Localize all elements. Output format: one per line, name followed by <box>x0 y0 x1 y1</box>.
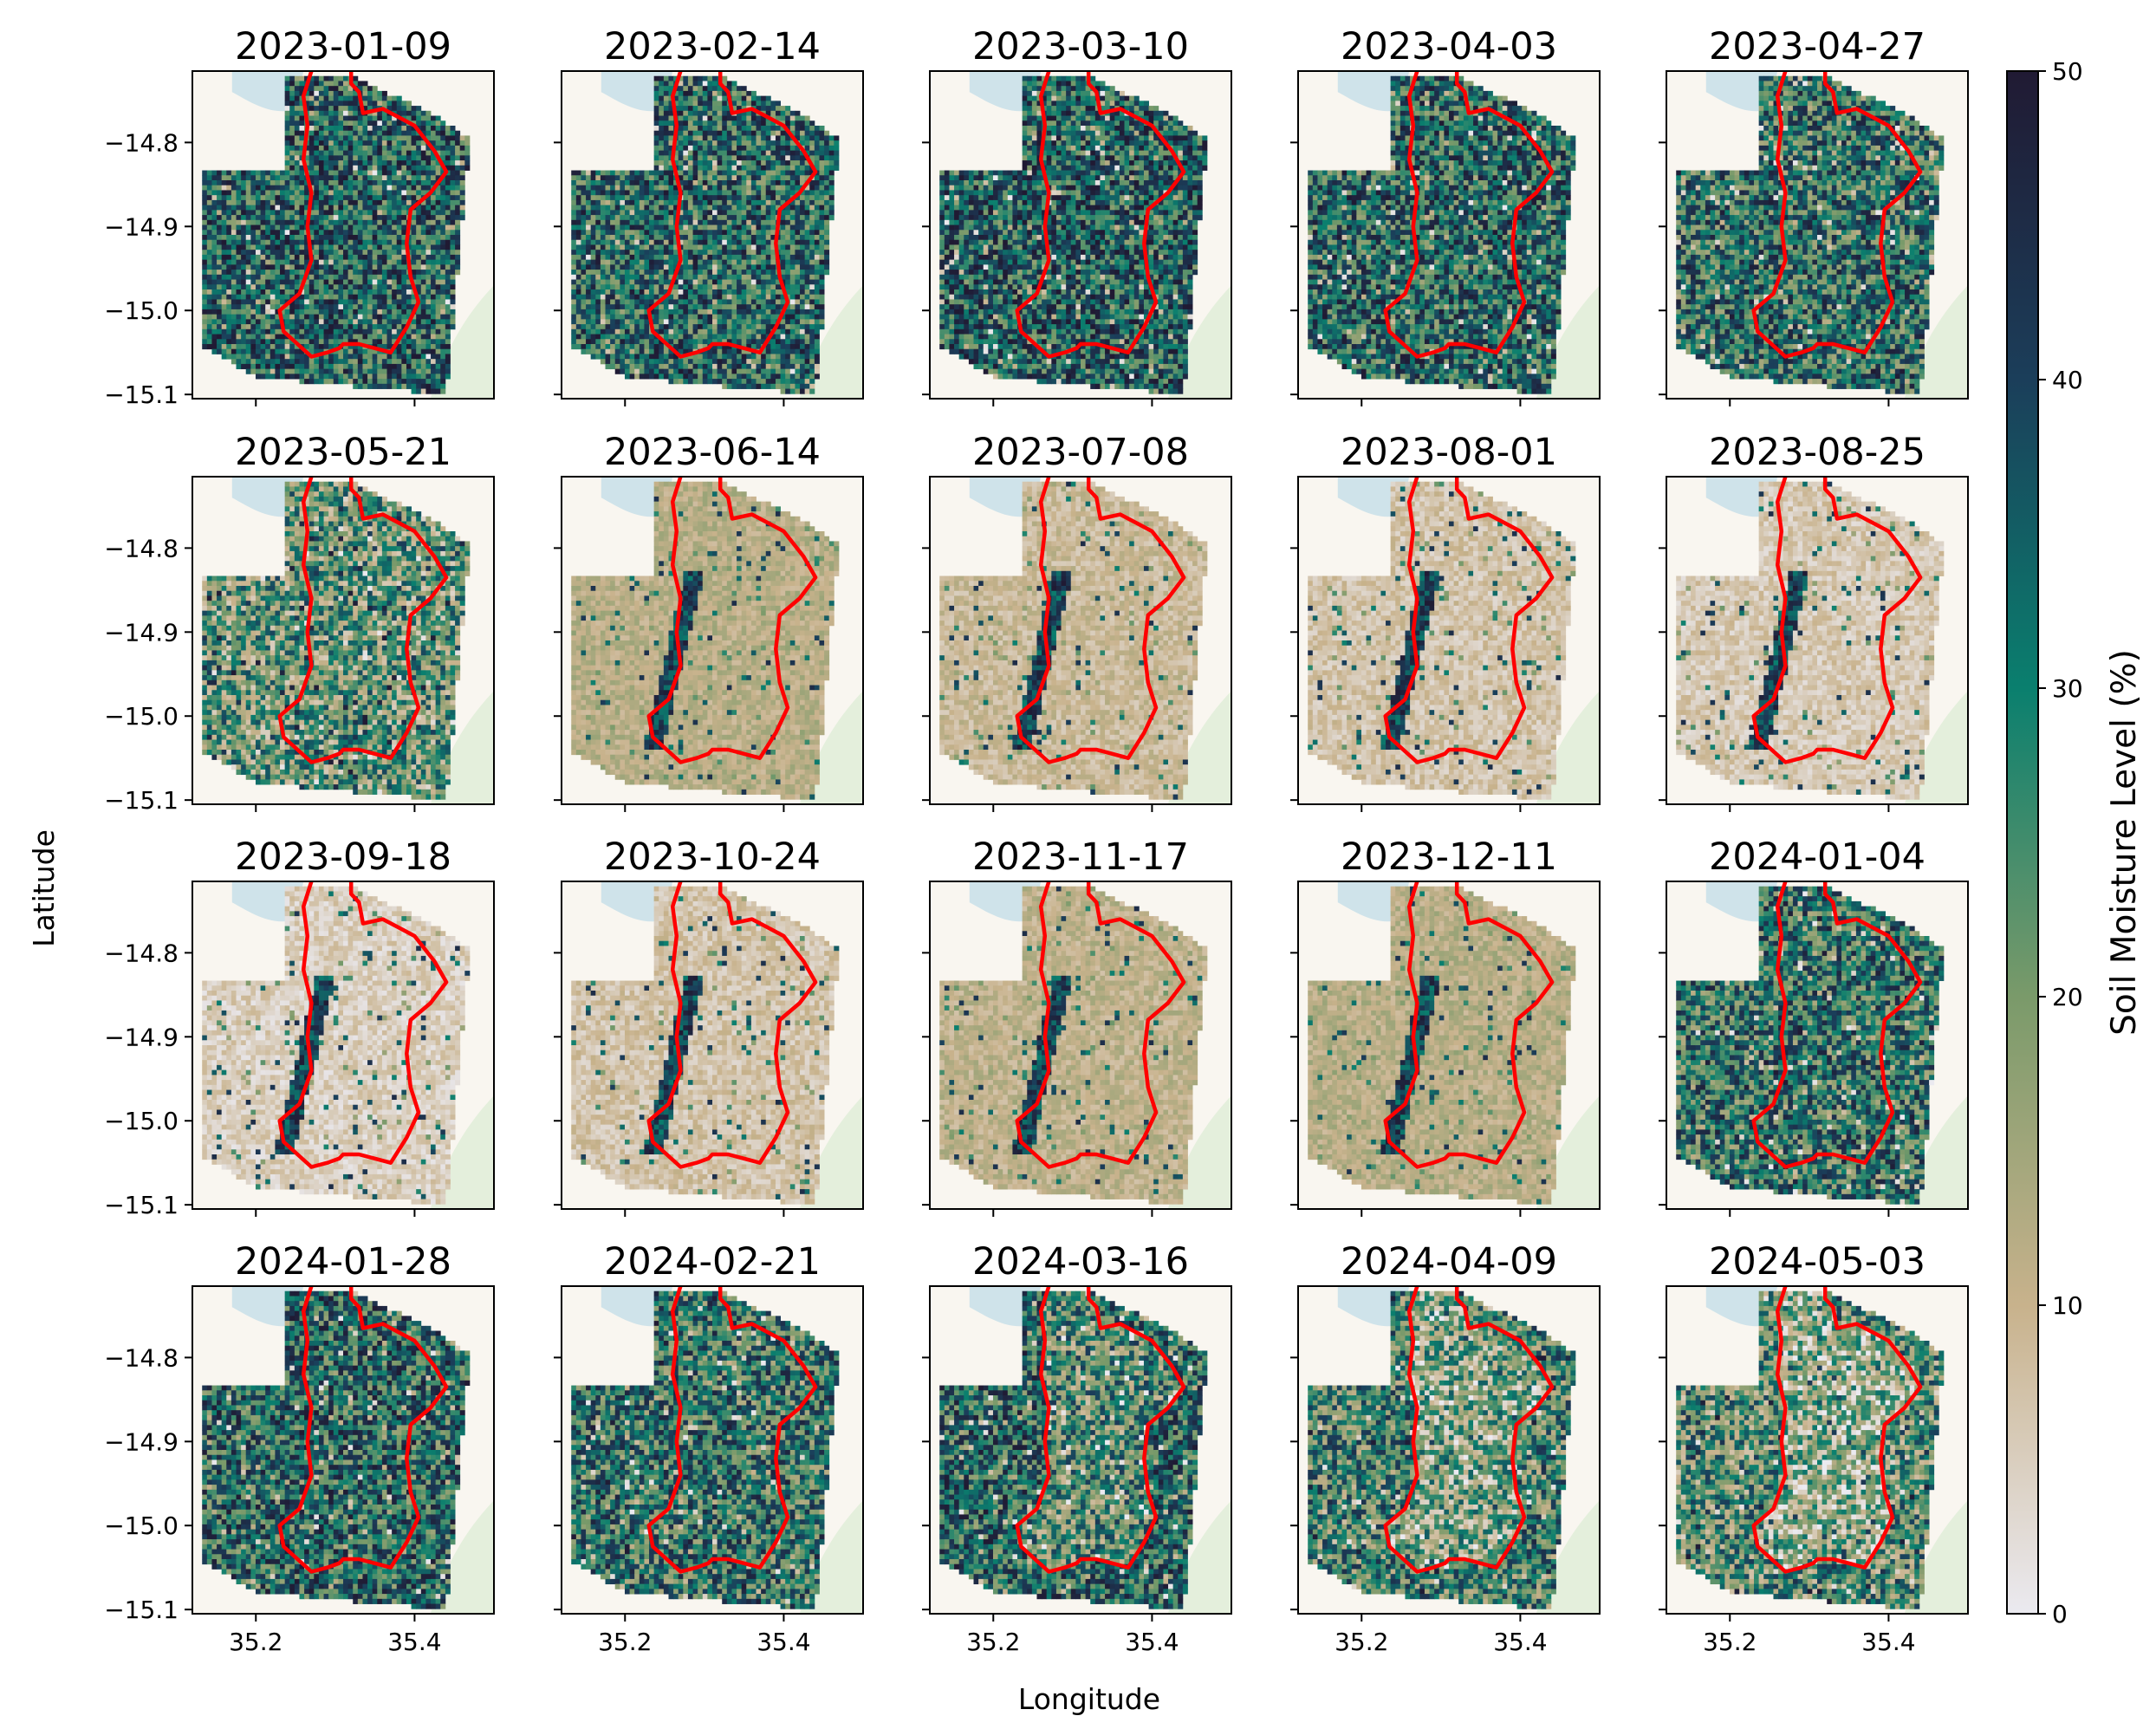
panel-title: 2023-07-08 <box>972 431 1189 474</box>
map-panel: 2024-02-21 35.2 35.4 <box>554 1240 863 1656</box>
panel-grid: 2023-01-09 −14.8 −14.9 −15.0 −15.1 2023-02-14… <box>104 25 1968 1656</box>
x-tick-label: 35.4 <box>1125 1628 1179 1656</box>
y-tick-label: −14.9 <box>104 212 179 241</box>
colorbar-tick-label: 40 <box>2052 366 2083 394</box>
map-panel: 2024-03-16 35.2 35.4 <box>922 1240 1231 1656</box>
panel-title: 2024-01-28 <box>235 1240 451 1284</box>
panel-title: 2023-09-18 <box>235 835 451 879</box>
map-panel: 2023-04-03 <box>1290 25 1600 406</box>
x-tick-label: 35.2 <box>1335 1628 1388 1656</box>
map-panel: 2023-04-27 <box>1659 25 1968 406</box>
panel-title: 2023-06-14 <box>604 431 821 474</box>
y-tick-label: −15.1 <box>104 380 179 409</box>
panel-title: 2023-08-25 <box>1709 431 1925 474</box>
x-tick-label: 35.4 <box>757 1628 810 1656</box>
y-tick-label: −15.0 <box>104 1511 179 1540</box>
y-tick-label: −15.0 <box>104 1107 179 1135</box>
x-tick-label: 35.2 <box>966 1628 1020 1656</box>
colorbar-tick-label: 10 <box>2052 1291 2083 1320</box>
x-axis-label: Longitude <box>1018 1682 1160 1716</box>
y-tick-label: −14.9 <box>104 1427 179 1456</box>
y-tick-label: −14.8 <box>104 939 179 967</box>
y-tick-label: −15.0 <box>104 296 179 325</box>
map-panel: 2023-03-10 <box>922 25 1231 406</box>
map-panel: 2023-02-14 <box>554 25 863 406</box>
y-tick-label: −15.1 <box>104 1596 179 1624</box>
y-axis-label: Latitude <box>27 829 61 947</box>
colorbar: 0 10 20 30 40 50 Soil Moisture Level (%) <box>2007 57 2144 1628</box>
panel-title: 2024-03-16 <box>972 1240 1189 1284</box>
x-tick-label: 35.2 <box>229 1628 282 1656</box>
x-tick-label: 35.4 <box>1493 1628 1547 1656</box>
map-panel: 2024-05-03 35.2 35.4 <box>1659 1240 1968 1656</box>
panel-title: 2023-05-21 <box>235 431 451 474</box>
y-tick-label: −15.1 <box>104 1191 179 1219</box>
map-panel: 2024-04-09 35.2 35.4 <box>1290 1240 1600 1656</box>
panel-title: 2023-03-10 <box>972 25 1189 68</box>
map-panel: 2023-11-17 <box>922 835 1231 1217</box>
panel-title: 2023-04-03 <box>1341 25 1557 68</box>
panel-title: 2024-02-21 <box>604 1240 821 1284</box>
map-panel: 2023-10-24 <box>554 835 863 1217</box>
panel-title: 2023-02-14 <box>604 25 821 68</box>
map-panel: 2023-05-21 −14.8 −14.9 −15.0 −15.1 <box>104 431 494 815</box>
panel-title: 2023-11-17 <box>972 835 1189 879</box>
y-tick-label: −14.9 <box>104 1023 179 1051</box>
y-tick-label: −15.1 <box>104 786 179 815</box>
panel-title: 2023-01-09 <box>235 25 451 68</box>
colorbar-tick-label: 20 <box>2052 983 2083 1011</box>
y-tick-label: −14.9 <box>104 618 179 647</box>
map-panel: 2023-09-18 −14.8 −14.9 −15.0 −15.1 <box>104 835 494 1219</box>
panel-title: 2023-10-24 <box>604 835 821 879</box>
colorbar-gradient <box>2007 71 2038 1614</box>
map-panel: 2024-01-04 <box>1659 835 1968 1217</box>
map-panel: 2023-08-01 <box>1290 431 1600 812</box>
x-tick-label: 35.2 <box>598 1628 652 1656</box>
panel-title: 2023-04-27 <box>1709 25 1925 68</box>
x-tick-label: 35.4 <box>1861 1628 1915 1656</box>
colorbar-tick-label: 0 <box>2052 1600 2068 1628</box>
map-panel: 2023-07-08 <box>922 431 1231 812</box>
panel-title: 2024-01-04 <box>1709 835 1925 879</box>
map-panel: 2023-12-11 <box>1290 835 1600 1217</box>
map-panel: 2024-01-28 −14.8 −14.9 −15.0 −15.1 35.2 35.4 <box>104 1240 494 1656</box>
x-tick-label: 35.4 <box>387 1628 441 1656</box>
colorbar-tick-label: 50 <box>2052 57 2083 86</box>
map-panel: 2023-06-14 <box>554 431 863 812</box>
panel-title: 2023-12-11 <box>1341 835 1557 879</box>
map-panel: 2023-01-09 −14.8 −14.9 −15.0 −15.1 <box>104 25 494 409</box>
panel-title: 2024-05-03 <box>1709 1240 1925 1284</box>
colorbar-tick-label: 30 <box>2052 674 2083 703</box>
panel-title: 2023-08-01 <box>1341 431 1557 474</box>
y-tick-label: −14.8 <box>104 128 179 157</box>
colorbar-label: Soil Moisture Level (%) <box>2105 649 2144 1036</box>
map-panel: 2023-08-25 <box>1659 431 1968 812</box>
y-tick-label: −14.8 <box>104 1343 179 1372</box>
panel-title: 2024-04-09 <box>1341 1240 1557 1284</box>
x-tick-label: 35.2 <box>1703 1628 1757 1656</box>
y-tick-label: −14.8 <box>104 534 179 562</box>
y-tick-label: −15.0 <box>104 702 179 731</box>
